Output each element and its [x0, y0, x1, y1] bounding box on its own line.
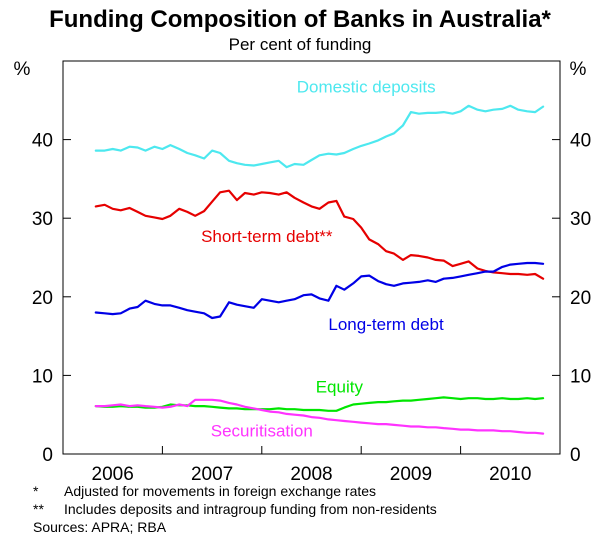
series-label-short-term-debt: Short-term debt** — [201, 227, 333, 246]
footnote-1-text: Adjusted for movements in foreign exchan… — [64, 483, 376, 499]
series-line-short-term-debt — [94, 189, 545, 280]
sources-note: Sources: APRA; RBA — [33, 519, 167, 535]
footnote-2-text: Includes deposits and intragroup funding… — [64, 501, 437, 517]
x-tick-label: 2006 — [92, 464, 134, 485]
x-tick-label: 2007 — [191, 464, 233, 485]
series-label-securitisation: Securitisation — [211, 422, 313, 441]
x-tick-label: 2008 — [290, 464, 332, 485]
series-label-domestic-deposits: Domestic deposits — [297, 77, 436, 96]
x-tick-label: 2010 — [489, 464, 531, 485]
series-label-long-term-debt: Long-term debt — [328, 315, 444, 334]
series-line-securitisation — [94, 398, 545, 435]
plot-frame — [62, 60, 561, 455]
y-tick-label-left: 30 — [32, 209, 53, 230]
chart-title: Funding Composition of Banks in Australi… — [49, 6, 551, 33]
series-line-long-term-debt — [94, 261, 545, 320]
y-tick-label-right: 30 — [570, 209, 591, 230]
footnote-1-mark: * — [33, 483, 39, 499]
y-axis-unit-right: % — [570, 59, 587, 80]
footnote-2-mark: ** — [33, 501, 44, 517]
y-tick-label-left: 40 — [32, 131, 53, 152]
y-tick-label-left: 20 — [32, 288, 53, 309]
y-tick-label-right: 10 — [570, 366, 591, 387]
series-label-equity: Equity — [316, 378, 364, 397]
y-axis-unit-left: % — [14, 59, 31, 80]
y-tick-label-right: 0 — [570, 445, 581, 466]
series-labels: Domestic deposits Short-term debt** Long-t… — [201, 77, 444, 440]
series-line-equity — [94, 396, 545, 412]
y-tick-label-right: 20 — [570, 288, 591, 309]
chart-subtitle: Per cent of funding — [229, 35, 372, 54]
series-lines — [94, 104, 545, 435]
y-tick-label-left: 10 — [32, 366, 53, 387]
axis-ticks: 0 0 10 10 20 20 30 30 40 40 2006 2007 2008 2009 2010 — [32, 131, 591, 485]
series-line-domestic-deposits — [94, 104, 545, 169]
y-tick-label-left: 0 — [42, 445, 53, 466]
x-tick-label: 2009 — [390, 464, 432, 485]
y-tick-label-right: 40 — [570, 131, 591, 152]
